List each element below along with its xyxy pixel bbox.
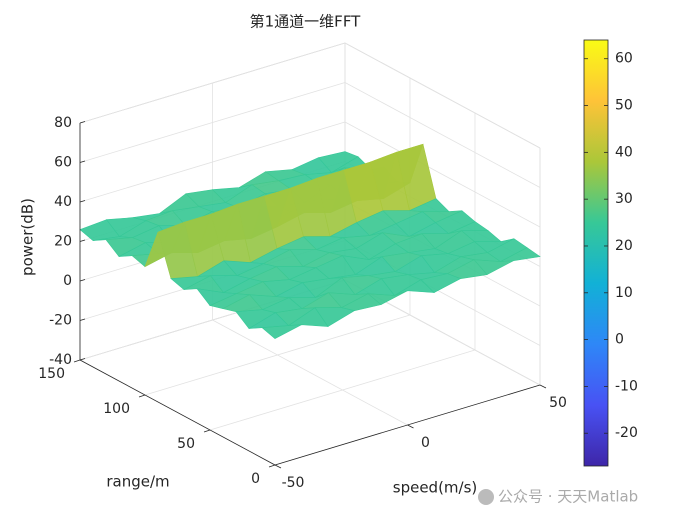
- watermark-icon: [478, 489, 494, 505]
- z-tick: [79, 200, 86, 203]
- y-tick: [203, 429, 211, 433]
- y-tick-label: 50: [177, 436, 195, 452]
- z-axis-title: power(dB): [19, 198, 37, 276]
- grid-line: [344, 42, 541, 149]
- y-tick: [73, 359, 81, 363]
- y-tick-label: 100: [103, 401, 130, 417]
- colorbar-tick-label: -10: [615, 378, 638, 394]
- colorbar-tick-label: 30: [615, 191, 633, 207]
- z-tick: [79, 279, 86, 282]
- z-tick: [79, 358, 86, 361]
- chart-title: 第1通道一维FFT: [250, 13, 362, 31]
- colorbar-tick-label: 10: [615, 285, 633, 301]
- x-tick-label: 50: [549, 395, 567, 411]
- z-tick: [79, 318, 86, 321]
- y-tick: [138, 394, 146, 398]
- grid-line: [144, 314, 411, 396]
- colorbar-tick-label: 40: [615, 144, 633, 160]
- z-tick-label: 60: [54, 155, 72, 171]
- z-tick-label: 80: [54, 115, 72, 131]
- watermark: 公众号 · 天天Matlab: [498, 488, 638, 506]
- colorbar: [583, 39, 609, 467]
- z-tick-label: 20: [54, 234, 72, 250]
- colorbar-tick-label: 50: [615, 98, 633, 114]
- colorbar-tick-label: 0: [615, 332, 624, 348]
- grid-line: [344, 82, 541, 188]
- y-tick: [268, 464, 276, 468]
- colorbar-tick-label: 60: [615, 51, 633, 67]
- z-tick-label: -20: [49, 313, 72, 329]
- grid-line: [344, 121, 541, 228]
- y-tick-label: 150: [38, 366, 65, 382]
- y-tick-label: 0: [251, 471, 260, 487]
- grid-line: [212, 319, 408, 426]
- y-axis-title: range/m: [106, 473, 169, 491]
- x-tick: [407, 424, 414, 429]
- colorbar-tick-label: 20: [615, 238, 633, 254]
- z-tick-label: 0: [63, 273, 72, 289]
- x-tick: [539, 384, 547, 389]
- grid-line: [209, 349, 476, 431]
- z-tick-label: 40: [54, 194, 72, 210]
- colorbar-tick-label: -20: [615, 425, 638, 441]
- x-tick-label: 0: [421, 435, 430, 451]
- z-tick-label: -40: [49, 352, 72, 368]
- x-tick: [274, 464, 282, 469]
- z-tick: [79, 239, 86, 242]
- surface-cell: [261, 324, 302, 339]
- x-axis-title: speed(m/s): [393, 479, 478, 497]
- z-tick: [79, 160, 86, 163]
- x-tick-label: -50: [282, 475, 305, 491]
- z-tick: [79, 121, 86, 124]
- y-axis: [79, 359, 276, 466]
